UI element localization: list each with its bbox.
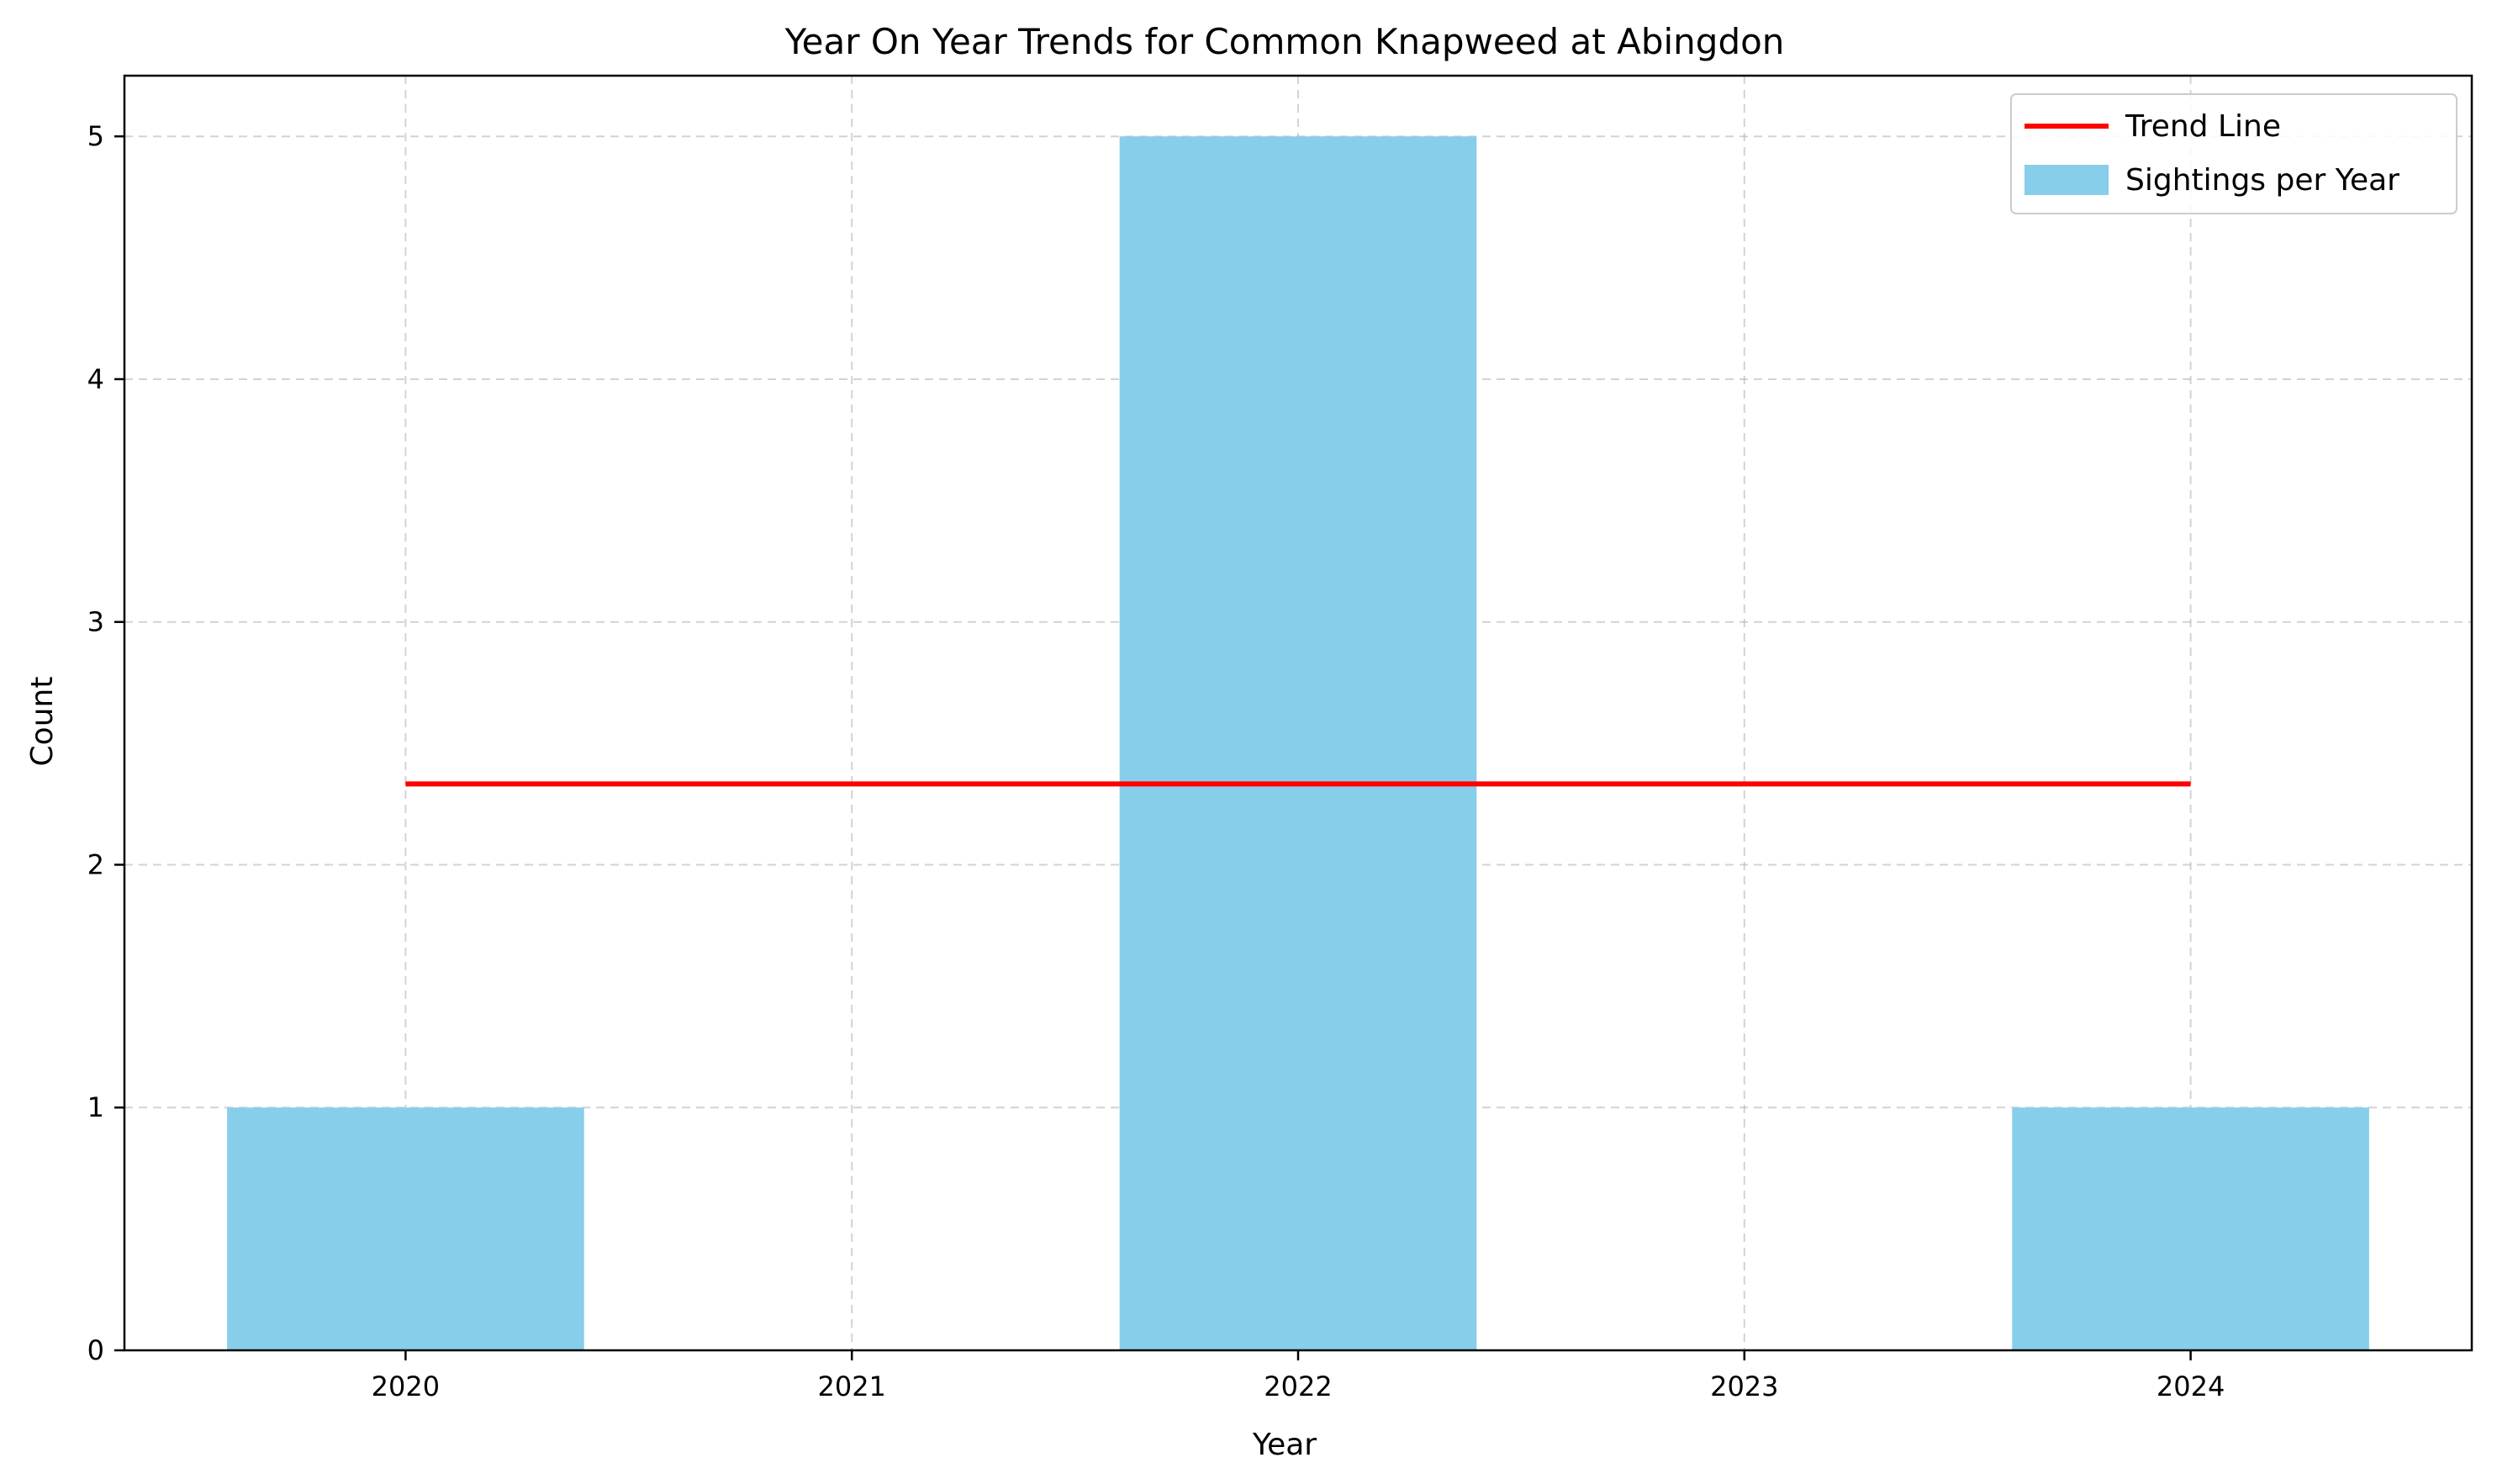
legend-swatch-sightings xyxy=(2025,165,2109,195)
y-tick-label: 0 xyxy=(87,1334,104,1366)
y-axis-label: Count xyxy=(25,677,60,767)
legend: Trend Line Sightings per Year xyxy=(2010,93,2457,214)
bar xyxy=(227,1107,584,1350)
x-tick-label: 2020 xyxy=(372,1370,440,1402)
x-tick-label: 2021 xyxy=(817,1370,885,1402)
chart-title: Year On Year Trends for Common Knapweed … xyxy=(784,21,1785,62)
bar xyxy=(2012,1107,2369,1350)
y-tick-label: 5 xyxy=(87,120,104,152)
x-tick-label: 2022 xyxy=(1264,1370,1332,1402)
legend-label-sightings: Sightings per Year xyxy=(2125,163,2399,198)
x-tick-label: 2024 xyxy=(2156,1370,2225,1402)
legend-label-trend-line: Trend Line xyxy=(2125,109,2281,144)
bar xyxy=(1119,136,1477,1351)
x-axis-ticks: 2020 2021 2022 2023 2024 xyxy=(372,1350,2225,1402)
y-tick-label: 4 xyxy=(87,363,104,395)
y-tick-label: 3 xyxy=(87,606,104,638)
bars xyxy=(227,136,2369,1351)
y-tick-label: 2 xyxy=(87,848,104,880)
x-axis-label: Year xyxy=(1252,1428,1317,1462)
y-tick-label: 1 xyxy=(87,1091,104,1123)
y-axis-ticks: 0 1 2 3 4 5 xyxy=(87,120,124,1366)
legend-box xyxy=(2010,93,2457,214)
x-tick-label: 2023 xyxy=(1710,1370,1778,1402)
